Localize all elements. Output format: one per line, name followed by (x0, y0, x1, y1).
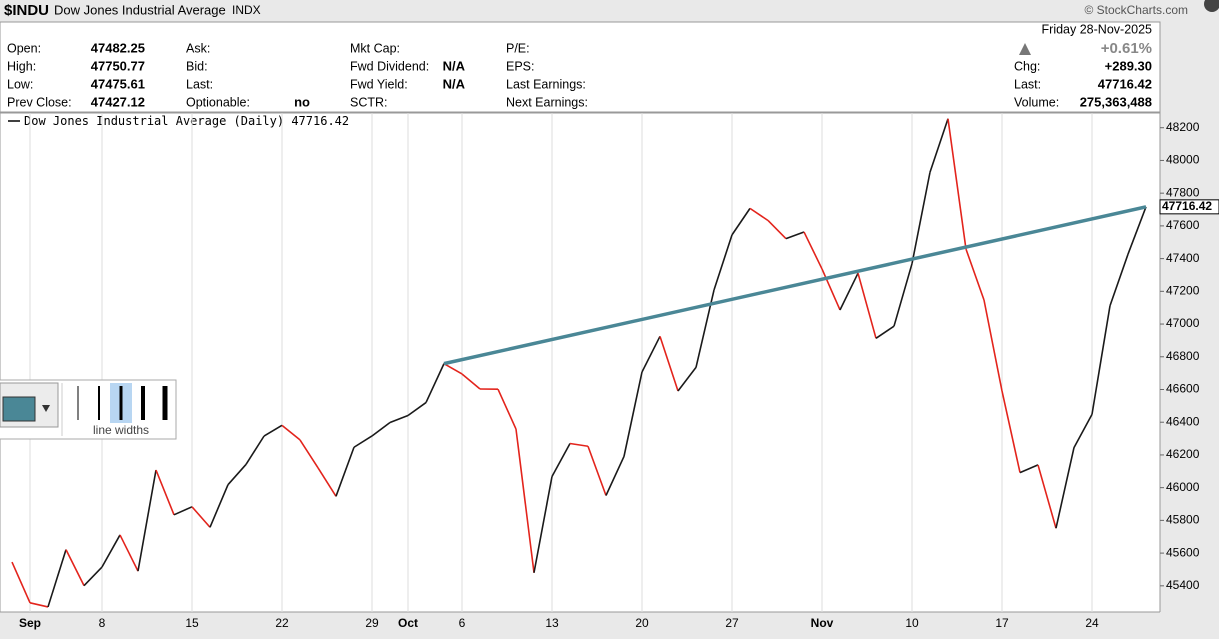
x-tick-label: 22 (275, 616, 289, 630)
x-tick-label: 17 (995, 616, 1009, 630)
x-tick-label: 6 (459, 616, 466, 630)
field-label: Volume: (1014, 95, 1059, 109)
field-label: Chg: (1014, 59, 1040, 73)
name: Dow Jones Industrial Average (54, 2, 226, 17)
x-tick-label: 10 (905, 616, 919, 630)
field-value: 47716.42 (1098, 76, 1152, 91)
credit: © StockCharts.com (1084, 3, 1188, 17)
y-tick-label: 47200 (1166, 284, 1200, 298)
y-tick-label: 48200 (1166, 120, 1200, 134)
field-label: Mkt Cap: (350, 41, 400, 55)
field-value: 47750.77 (91, 58, 145, 73)
x-tick-label: Oct (398, 616, 418, 630)
field-value: N/A (443, 76, 466, 91)
y-tick-label: 46800 (1166, 349, 1200, 363)
y-tick-label: 47800 (1166, 185, 1200, 199)
field-label: P/E: (506, 41, 530, 55)
x-tick-label: 20 (635, 616, 649, 630)
field-label: Fwd Dividend: (350, 59, 429, 73)
field-label: High: (7, 59, 36, 73)
field-value: 47482.25 (91, 40, 145, 55)
field-label: Open: (7, 41, 41, 55)
y-tick-label: 45800 (1166, 513, 1200, 527)
legend-name: Dow Jones Industrial Average (Daily) (24, 114, 284, 128)
y-tick-label: 47600 (1166, 218, 1200, 232)
field-value: N/A (443, 58, 466, 73)
x-tick-label: 15 (185, 616, 199, 630)
field-value: no (294, 94, 310, 109)
y-tick-label: 47400 (1166, 251, 1200, 265)
field-value: 47427.12 (91, 94, 145, 109)
axis-corner (1160, 612, 1219, 634)
x-tick-label: 29 (365, 616, 379, 630)
field-label: Ask: (186, 41, 210, 55)
x-tick-label: 24 (1085, 616, 1099, 630)
field-label: Last: (186, 77, 213, 91)
line-width-widget[interactable]: line widths (0, 380, 176, 439)
x-tick-label: 8 (99, 616, 106, 630)
field-label: EPS: (506, 59, 535, 73)
symbol: $INDU (4, 2, 49, 19)
y-tick-label: 48000 (1166, 153, 1200, 167)
field-value: +289.30 (1105, 58, 1152, 73)
field-label: SCTR: (350, 95, 388, 109)
field-label: Fwd Yield: (350, 77, 408, 91)
y-tick-label: 46400 (1166, 414, 1200, 428)
field-label: Low: (7, 77, 33, 91)
y-tick-label: 47000 (1166, 316, 1200, 330)
plot-area (0, 113, 1160, 612)
x-tick-label: Sep (19, 616, 41, 630)
x-tick-label: Nov (811, 616, 834, 630)
date: Friday 28-Nov-2025 (1042, 22, 1153, 36)
field-label: Next Earnings: (506, 95, 588, 109)
legend-label: Dow Jones Industrial Average (Daily) 477… (24, 114, 349, 128)
x-tick-label: 13 (545, 616, 559, 630)
exchange: INDX (232, 3, 261, 17)
field-value: 47475.61 (91, 76, 145, 91)
y-tick-label: 45600 (1166, 545, 1200, 559)
change-pct: +0.61% (1101, 40, 1152, 57)
field-label: Bid: (186, 59, 208, 73)
y-tick-label: 46200 (1166, 447, 1200, 461)
widget-label: line widths (93, 423, 149, 437)
x-tick-label: 27 (725, 616, 739, 630)
corner-icon[interactable] (1204, 0, 1219, 12)
y-tick-label: 46600 (1166, 382, 1200, 396)
color-swatch (3, 397, 35, 421)
field-label: Last: (1014, 77, 1041, 91)
field-label: Last Earnings: (506, 77, 586, 91)
legend-value: 47716.42 (291, 114, 349, 128)
last-value-label: 47716.42 (1162, 199, 1212, 213)
y-tick-label: 46000 (1166, 480, 1200, 494)
field-value: 275,363,488 (1080, 94, 1152, 109)
field-label: Optionable: (186, 95, 250, 109)
field-label: Prev Close: (7, 95, 72, 109)
y-tick-label: 45400 (1166, 578, 1200, 592)
